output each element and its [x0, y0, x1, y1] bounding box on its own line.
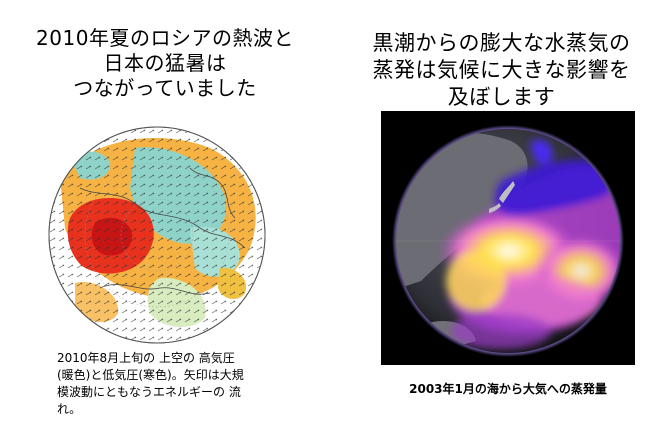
- northern-hemisphere-map-globe: [48, 126, 266, 344]
- left-caption: 2010年8月上旬の 上空の 高気圧 (暖色)と低気圧(寒色)。矢印は大規 模波…: [57, 350, 302, 418]
- left-caption-line-4: れ。: [57, 402, 82, 416]
- right-caption: 2003年1月の海から大気への蒸発量: [409, 382, 607, 396]
- left-caption-line-3: 模波動にともなうエネルギーの 流: [57, 385, 241, 399]
- left-title: 2010年夏のロシアの熱波と 日本の猛暑は つながっていました: [0, 26, 330, 101]
- left-title-line-1: 2010年夏のロシアの熱波と: [36, 26, 294, 50]
- left-caption-line-1: 2010年8月上旬の 上空の 高気圧: [57, 351, 235, 365]
- pacific-evaporation-globe: [381, 111, 635, 365]
- left-title-line-2: 日本の猛暑は: [103, 51, 227, 75]
- right-title-line-2: 蒸発は気候に大きな影響を: [372, 58, 631, 82]
- pacific-evaporation-image: [381, 111, 635, 365]
- right-title-line-3: 及ぼします: [447, 85, 556, 109]
- right-title-line-1: 黒潮からの膨大な水蒸気の: [372, 31, 631, 55]
- right-title: 黒潮からの膨大な水蒸気の 蒸発は気候に大きな影響を 及ぼします: [340, 30, 663, 111]
- left-title-line-3: つながっていました: [73, 76, 257, 100]
- left-caption-line-2: (暖色)と低気圧(寒色)。矢印は大規: [57, 368, 244, 382]
